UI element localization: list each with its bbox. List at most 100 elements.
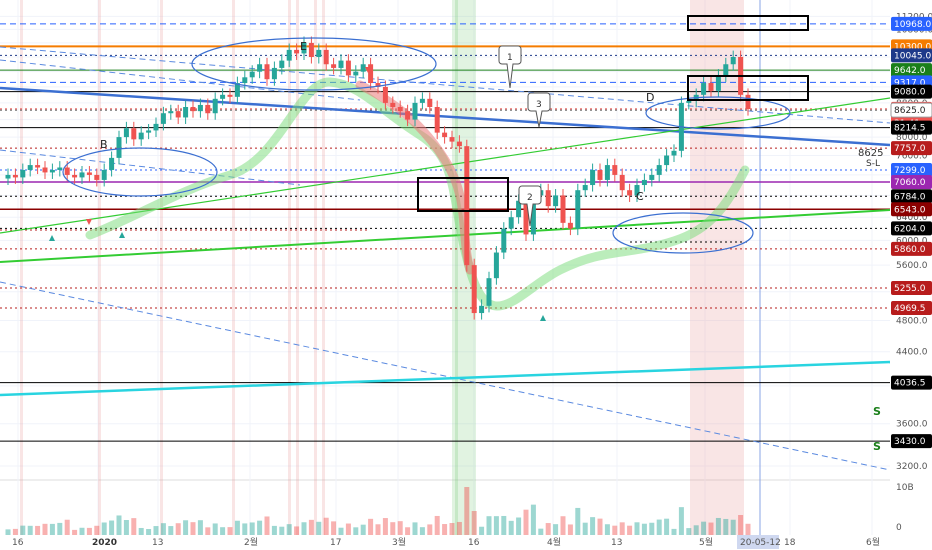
candle-body	[271, 67, 277, 80]
volume-bar	[604, 524, 610, 535]
price-tag-label: 9317.0	[894, 78, 926, 88]
volume-bar	[382, 518, 388, 535]
label-b: B	[100, 138, 108, 151]
volume-bar	[501, 515, 507, 535]
volume-bar	[123, 520, 129, 535]
candle-body	[686, 100, 692, 103]
time-axis[interactable]: 16 2020 13 2월 17 3월 16 4월 13 5월 18 6월 20-05-12	[12, 535, 880, 549]
price-tag-label: 6204.0	[894, 224, 926, 234]
volume-bar	[257, 520, 263, 535]
candle-body	[382, 86, 388, 103]
candle-body	[708, 83, 714, 91]
price-tag	[891, 375, 932, 390]
label-c: C	[636, 190, 644, 203]
price-tag-label: 5255.0	[894, 284, 926, 294]
candle-body	[723, 64, 729, 76]
candle-body	[567, 222, 573, 229]
candle-body	[183, 106, 189, 118]
candle-body	[294, 49, 300, 54]
volume-bar	[560, 516, 566, 535]
signal-band	[322, 0, 325, 535]
zone-ellipse[interactable]	[62, 147, 218, 197]
zone-ellipse[interactable]	[191, 37, 437, 91]
x-tick-label: 6월	[866, 536, 880, 548]
candle-body	[35, 165, 41, 168]
volume-bar	[508, 520, 514, 535]
zone-ellipse[interactable]	[645, 96, 791, 130]
candle-body	[109, 157, 115, 170]
volume-bar	[190, 522, 196, 535]
candle-body	[530, 195, 536, 235]
volume-bar	[523, 509, 529, 535]
candle-body	[338, 60, 344, 68]
signal-band	[288, 0, 291, 535]
volume-bar	[479, 526, 485, 535]
volume-bar	[35, 525, 41, 535]
price-tag-label: 10968.0	[894, 20, 931, 30]
volume-bar	[360, 524, 366, 535]
volume-bar	[649, 522, 655, 535]
price-tag-label: 6784.0	[894, 192, 926, 202]
trendline	[0, 360, 891, 397]
zone-rectangle[interactable]	[687, 15, 809, 31]
y-tick-label: 7600.0	[896, 152, 928, 162]
candle-body	[375, 83, 381, 87]
candle-body	[434, 106, 440, 133]
candle-body	[345, 60, 351, 76]
candle-body	[508, 217, 514, 229]
volume-bar	[715, 517, 721, 535]
x-tick-label: 17	[330, 538, 341, 548]
volume-bar	[116, 515, 122, 535]
candle-body	[27, 165, 33, 170]
candle-body	[671, 150, 677, 156]
signal-band	[314, 0, 317, 535]
volume-bar	[49, 523, 55, 535]
callout-1[interactable]: 1	[498, 45, 522, 89]
candle-body	[715, 75, 721, 91]
candle-body	[479, 305, 485, 314]
candle-body	[442, 132, 448, 138]
candle-body	[175, 111, 181, 118]
candle-body	[12, 174, 18, 178]
candle-body	[72, 174, 78, 178]
volume-bar	[597, 518, 603, 535]
callout-2[interactable]: 2	[518, 185, 542, 227]
volume-bar	[331, 521, 337, 535]
candle-body	[301, 42, 307, 54]
volume-bar	[146, 529, 152, 535]
price-tag-label: 8214.5	[894, 124, 926, 134]
buy-signal-icon	[119, 232, 125, 238]
candle-body	[560, 195, 566, 223]
sell-signal-icon	[365, 67, 371, 73]
zone-rectangle[interactable]	[417, 177, 509, 212]
volume-bar	[20, 525, 26, 535]
volume-bar	[590, 517, 596, 535]
volume-tick-label: 10B	[896, 483, 914, 493]
volume-bar	[745, 523, 751, 535]
zone-rectangle[interactable]	[687, 75, 809, 101]
trendline	[0, 209, 891, 263]
volume-bar	[693, 525, 699, 535]
volume-bar	[138, 527, 144, 535]
volume-bar	[294, 526, 300, 535]
price-tag-label: 7757.0	[894, 144, 926, 154]
trendline	[0, 149, 301, 186]
volume-bar	[575, 507, 581, 535]
volume-bar	[220, 527, 226, 535]
candle-body	[464, 146, 470, 266]
price-tag	[891, 189, 932, 204]
callout-3[interactable]: 3	[527, 92, 551, 128]
signal-band	[160, 0, 163, 535]
drawing-shapes	[49, 15, 809, 321]
volume-bar	[205, 527, 211, 535]
candle-body	[501, 228, 507, 253]
signal-band	[455, 0, 458, 535]
candle-body	[604, 165, 610, 180]
zone-ellipse[interactable]	[612, 212, 754, 254]
candle-body	[227, 94, 233, 97]
candle-body	[316, 49, 322, 57]
volume-bars	[5, 487, 751, 535]
candle-body	[168, 111, 174, 114]
price-tag-label: 10045.0	[894, 51, 931, 61]
